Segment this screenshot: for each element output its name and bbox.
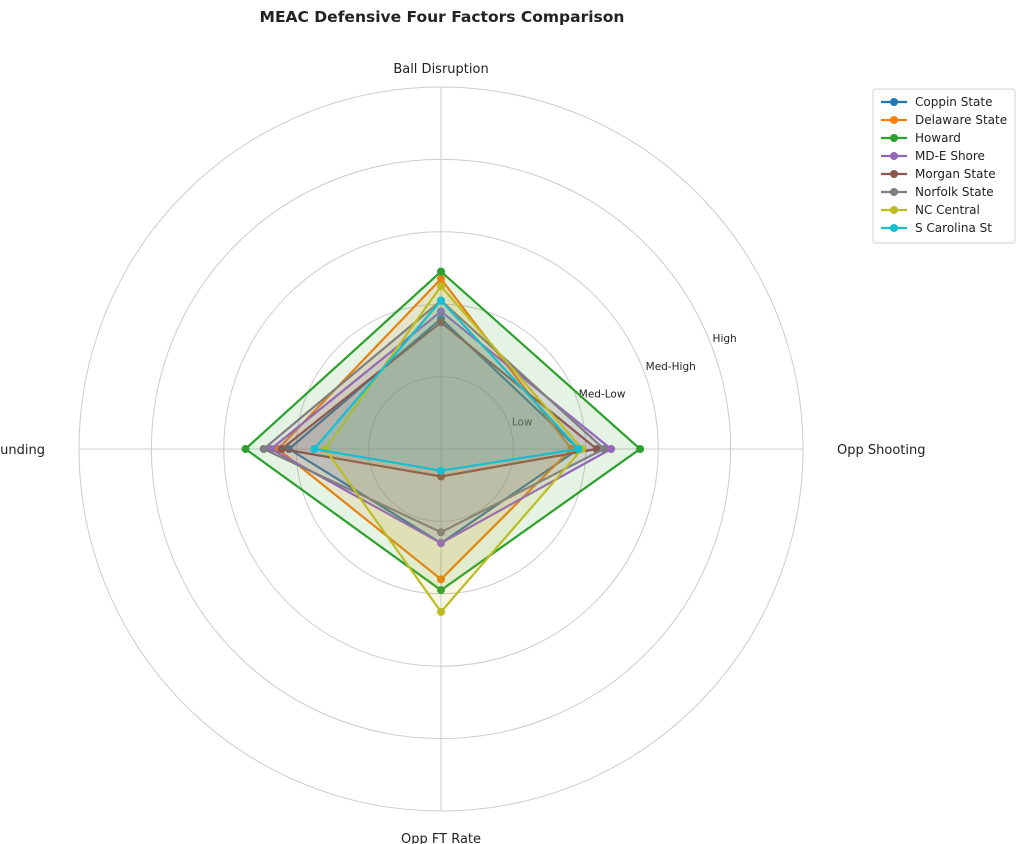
legend-label: Howard xyxy=(915,131,961,145)
data-point xyxy=(437,472,445,481)
data-point xyxy=(607,445,616,453)
ring-label: High xyxy=(713,333,737,345)
axis-label: Opp FT Rate xyxy=(401,832,481,844)
legend-item: S Carolina St xyxy=(881,221,992,235)
data-point xyxy=(437,267,445,276)
ring-label: Med-High xyxy=(646,361,696,373)
data-point xyxy=(310,445,319,453)
legend-item: NC Central xyxy=(881,203,980,217)
ring-labels: Low Med-Low Med-High High xyxy=(512,333,737,428)
series-layer xyxy=(241,267,645,616)
legend-marker xyxy=(890,134,898,142)
data-point xyxy=(636,445,645,453)
data-point xyxy=(437,539,445,548)
axis-labels: Ball Disruption Opp Shooting Opp FT Rate De… xyxy=(0,62,925,844)
legend-marker xyxy=(890,188,898,196)
series-fill xyxy=(281,322,597,477)
ring-label: Low xyxy=(512,416,533,428)
legend-label: Delaware State xyxy=(915,113,1007,127)
legend-marker xyxy=(890,116,898,124)
data-point xyxy=(437,318,445,327)
data-point xyxy=(437,274,445,283)
data-point xyxy=(574,445,583,453)
legend-label: MD-E Shore xyxy=(915,149,985,163)
axis-label: Ball Disruption xyxy=(393,62,488,77)
data-point xyxy=(277,445,286,453)
data-point xyxy=(437,296,445,305)
data-point xyxy=(259,445,268,453)
data-point xyxy=(437,575,445,584)
data-point xyxy=(437,528,445,537)
legend-item: Morgan State xyxy=(881,167,996,181)
data-point xyxy=(437,307,445,316)
legend-marker xyxy=(890,98,898,106)
series-fill xyxy=(263,300,604,533)
series-fill xyxy=(289,318,579,544)
series-fill xyxy=(314,300,579,471)
data-point xyxy=(437,607,445,616)
legend-marker xyxy=(890,170,898,178)
legend-item: Norfolk State xyxy=(881,185,994,199)
legend-item: Delaware State xyxy=(881,113,1007,127)
series-fill xyxy=(325,286,583,612)
data-point xyxy=(437,586,445,595)
series-group xyxy=(321,282,587,616)
axis-label: Def Rebounding xyxy=(0,443,45,458)
legend-label: S Carolina St xyxy=(915,221,992,235)
legend-label: NC Central xyxy=(915,203,980,217)
legend: Coppin State Delaware State Howard MD-E Sho… xyxy=(872,88,1016,244)
chart-title: MEAC Defensive Four Factors Comparison xyxy=(260,8,625,26)
legend-marker xyxy=(890,152,898,160)
data-point xyxy=(437,466,445,475)
legend-box xyxy=(872,88,1016,244)
series-group xyxy=(241,267,645,595)
data-point xyxy=(599,445,608,453)
ring-label: Med-Low xyxy=(579,389,626,401)
legend-label: Coppin State xyxy=(915,95,992,109)
legend-label: Norfolk State xyxy=(915,185,994,199)
data-point xyxy=(437,282,445,291)
legend-item: Coppin State xyxy=(881,95,992,109)
series-fill xyxy=(270,311,612,544)
legend-item: MD-E Shore xyxy=(881,149,985,163)
series-fill xyxy=(245,271,641,591)
series-group xyxy=(310,296,583,475)
legend-label: Morgan State xyxy=(915,167,996,181)
legend-marker xyxy=(890,206,898,214)
legend-marker xyxy=(890,224,898,232)
axis-label: Opp Shooting xyxy=(837,443,925,458)
legend-item: Howard xyxy=(881,131,961,145)
data-point xyxy=(241,445,250,453)
